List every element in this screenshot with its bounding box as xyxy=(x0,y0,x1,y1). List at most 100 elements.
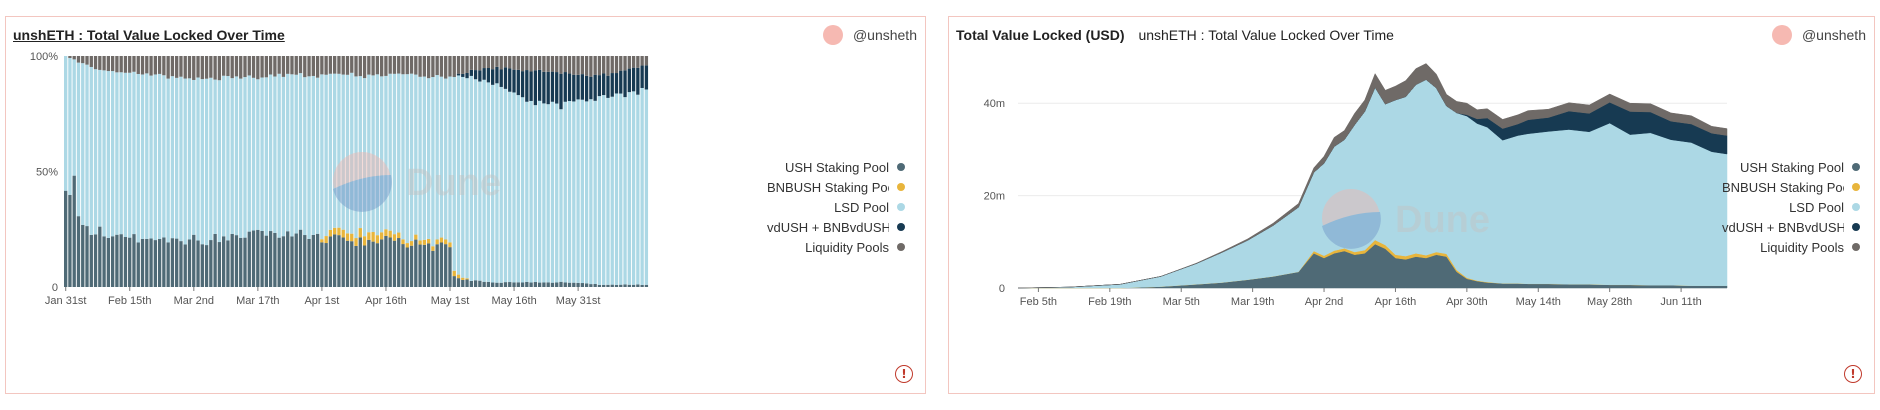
bar-segment xyxy=(209,77,213,241)
legend-item[interactable]: USH Staking Pool xyxy=(1722,157,1860,177)
bar-segment xyxy=(473,79,478,281)
bar-segment xyxy=(221,75,226,237)
bar-segment xyxy=(576,282,580,287)
bar-segment xyxy=(537,100,542,283)
bar-segment xyxy=(354,56,358,77)
bar-segment xyxy=(580,283,585,287)
bar-segment xyxy=(422,244,427,287)
bar-segment xyxy=(136,56,140,74)
bar-segment xyxy=(64,56,68,191)
bar-segment xyxy=(350,241,354,287)
bar-segment xyxy=(435,244,439,287)
bar-segment xyxy=(640,56,644,66)
bar-segment xyxy=(290,236,294,287)
bar-segment xyxy=(409,241,414,246)
bar-segment xyxy=(529,100,533,283)
legend-item[interactable]: Liquidity Pools xyxy=(1722,237,1860,257)
bar-segment xyxy=(226,240,230,287)
bar-segment xyxy=(260,56,264,78)
bar-segment xyxy=(384,235,388,287)
bar-segment xyxy=(311,56,315,76)
bar-segment xyxy=(409,245,414,287)
bar-segment xyxy=(320,56,324,75)
bar-segment xyxy=(350,72,354,234)
bar-segment xyxy=(358,56,362,77)
bar-segment xyxy=(559,281,563,287)
legend-item[interactable]: vdUSH + BNBvdUSH xyxy=(767,217,905,237)
legend-label: BNBUSH Staking Pool xyxy=(767,179,889,195)
bar-segment xyxy=(405,247,409,287)
bar-segment xyxy=(102,236,106,287)
x-tick-label: Feb 5th xyxy=(1020,296,1057,308)
bar-segment xyxy=(431,77,435,247)
bar-segment xyxy=(444,239,448,245)
bar-segment xyxy=(384,229,388,236)
bar-segment xyxy=(328,229,333,237)
bar-segment xyxy=(418,244,422,287)
legend-label: Liquidity Pools xyxy=(1760,239,1844,255)
bar-segment xyxy=(567,56,572,74)
bar-segment xyxy=(593,56,597,75)
bar-segment xyxy=(98,69,102,227)
bar-segment xyxy=(405,56,409,75)
author-badge[interactable]: @unsheth xyxy=(822,25,917,45)
bar-segment xyxy=(388,73,392,231)
bar-segment xyxy=(354,238,358,246)
bar-segment xyxy=(614,93,619,285)
bar-segment xyxy=(563,101,567,283)
author-avatar xyxy=(822,25,843,45)
bar-segment xyxy=(333,227,337,235)
bar-segment xyxy=(405,74,409,244)
warning-icon[interactable]: ! xyxy=(1844,365,1862,383)
bar-segment xyxy=(162,75,166,238)
legend-item[interactable]: LSD Pool xyxy=(1722,197,1860,217)
bar-segment xyxy=(371,75,375,233)
bar-segment xyxy=(533,282,538,287)
bar-segment xyxy=(563,282,567,287)
bar-segment xyxy=(204,78,209,246)
legend-item[interactable]: Liquidity Pools xyxy=(767,237,905,257)
legend-item[interactable]: LSD Pool xyxy=(767,197,905,217)
legend-item[interactable]: BNBUSH Staking Pool xyxy=(767,177,905,197)
author-name[interactable]: @unsheth xyxy=(1801,27,1866,43)
bar-segment xyxy=(362,236,367,246)
bar-segment xyxy=(623,70,627,98)
bar-segment xyxy=(619,56,623,71)
legend-item[interactable]: BNBUSH Staking Pool xyxy=(1722,177,1860,197)
bar-segment xyxy=(333,73,337,228)
chart-title-text[interactable]: Total Value Locked (USD) xyxy=(956,27,1125,43)
author-name[interactable]: @unsheth xyxy=(852,27,917,43)
chart-panel-percent: unshETH : Total Value Locked Over Time @… xyxy=(5,16,926,394)
bar-segment xyxy=(392,240,397,287)
bar-segment xyxy=(110,236,115,287)
bar-segment xyxy=(546,71,550,105)
bar-segment xyxy=(640,284,644,287)
bar-segment xyxy=(448,247,452,287)
chart-title[interactable]: Total Value Locked (USD) unshETH : Total… xyxy=(956,27,1394,43)
author-badge[interactable]: @unsheth xyxy=(1771,25,1866,45)
bar-segment xyxy=(520,71,525,98)
x-tick-label: May 14th xyxy=(1516,296,1561,308)
bar-segment xyxy=(68,58,72,195)
bar-segment xyxy=(469,69,473,76)
legend-swatch xyxy=(897,163,905,171)
bar-segment xyxy=(414,74,418,235)
bar-segment xyxy=(610,73,614,97)
bar-segment xyxy=(593,283,597,287)
bar-segment xyxy=(533,56,538,71)
bar-segment xyxy=(491,84,495,283)
bar-segment xyxy=(183,244,187,287)
chart-title-text[interactable]: unshETH : Total Value Locked Over Time xyxy=(13,27,285,43)
bar-segment xyxy=(589,284,593,287)
warning-icon[interactable]: ! xyxy=(895,365,913,383)
bar-segment xyxy=(290,56,294,75)
chart-title[interactable]: unshETH : Total Value Locked Over Time xyxy=(13,27,285,43)
legend-item[interactable]: USH Staking Pool xyxy=(767,157,905,177)
bar-segment xyxy=(550,282,555,287)
legend-item[interactable]: vdUSH + BNBvdUSH xyxy=(1722,217,1860,237)
bar-segment xyxy=(465,279,469,287)
bar-segment xyxy=(444,78,448,240)
bar-segment xyxy=(401,244,405,287)
bar-segment xyxy=(580,99,585,284)
bar-segment xyxy=(426,56,431,79)
